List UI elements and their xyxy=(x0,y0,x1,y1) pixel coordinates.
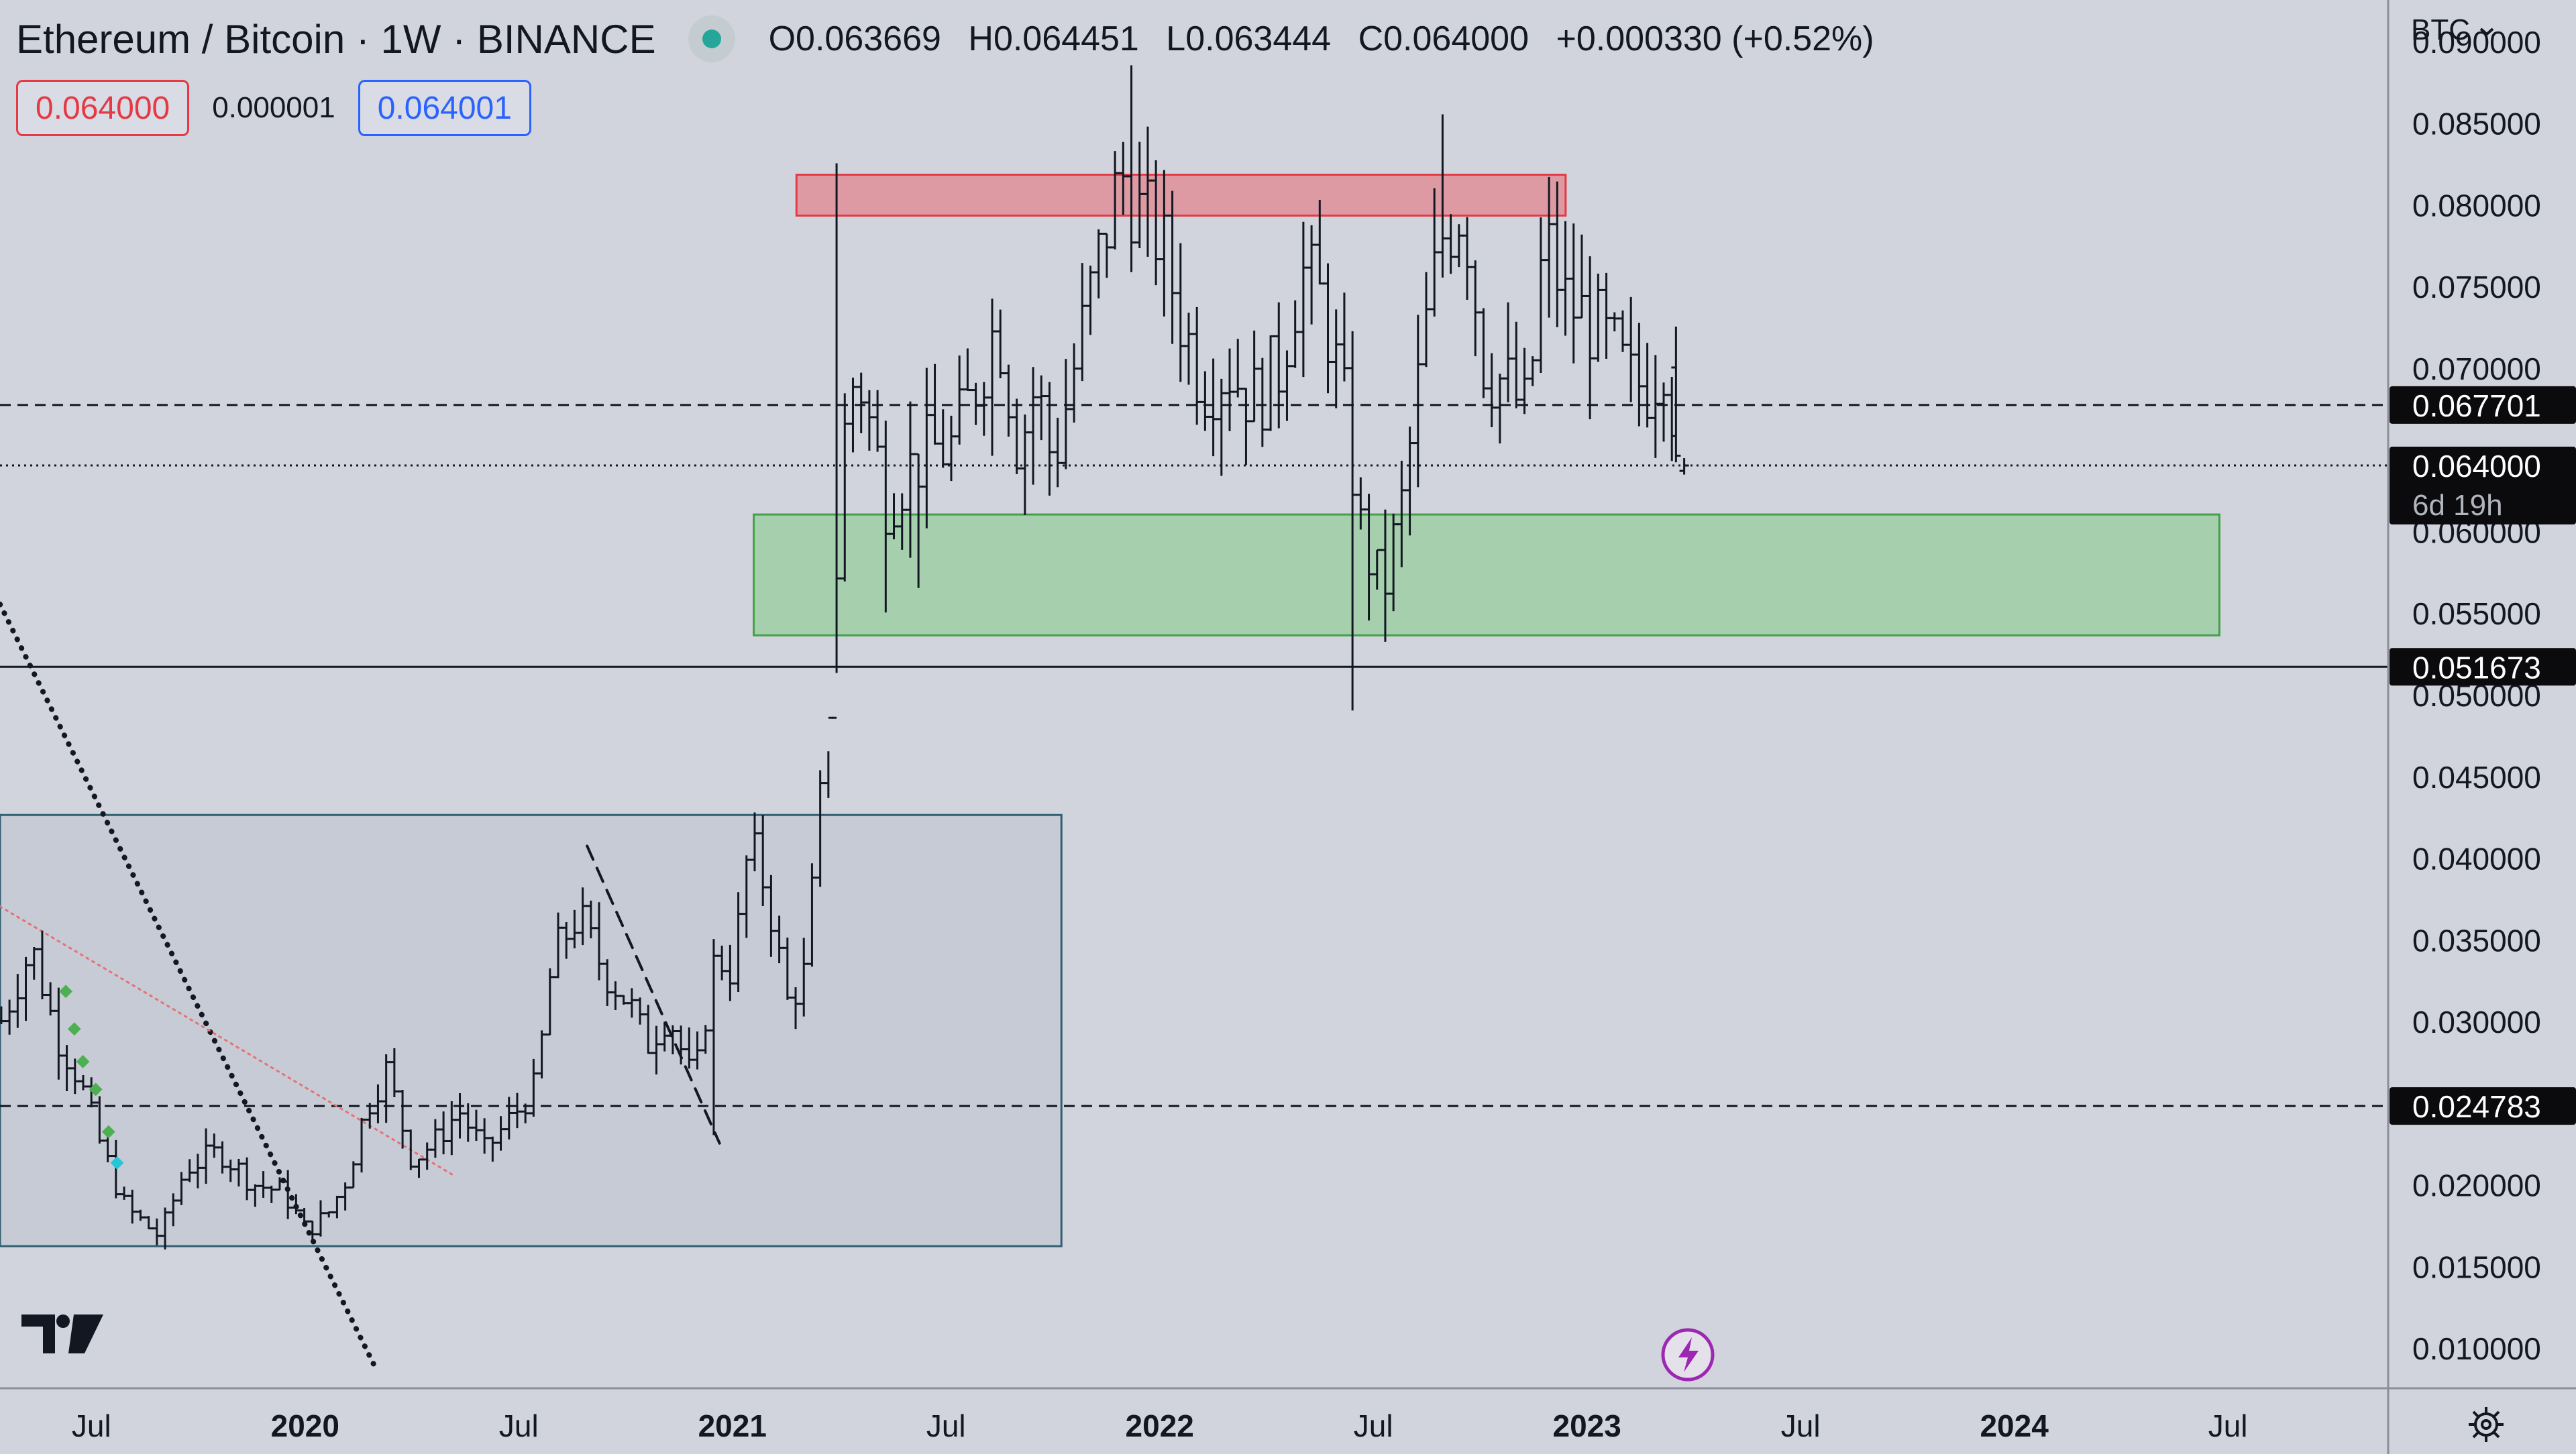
price-badge-value: 0.051673 xyxy=(2412,650,2541,685)
price-badge-bg xyxy=(2390,447,2576,525)
price-tick-label: 0.070000 xyxy=(2412,351,2541,386)
price-tick-label: 0.085000 xyxy=(2412,107,2541,142)
bar-countdown: 6d 19h xyxy=(2412,489,2503,522)
open-value: O0.063669 xyxy=(768,19,941,58)
time-tick-label: Jul xyxy=(1354,1408,1393,1443)
price-tick-label: 0.075000 xyxy=(2412,270,2541,304)
time-tick-label: 2021 xyxy=(698,1408,767,1443)
price-badge-bg xyxy=(2390,1087,2576,1125)
currency-selector[interactable]: BTC xyxy=(2411,13,2496,47)
currency-label: BTC xyxy=(2411,13,2470,46)
time-tick-label: 2023 xyxy=(1553,1408,1621,1443)
high-value: H0.064451 xyxy=(968,19,1139,58)
spread-value: 0.000001 xyxy=(212,91,335,124)
price-tick-label: 0.090000 xyxy=(2412,25,2541,60)
low-value: L0.063444 xyxy=(1166,19,1332,58)
sell-button[interactable]: 0.064000 xyxy=(16,80,190,136)
support-zone xyxy=(753,513,2220,636)
chart-header: Ethereum / Bitcoin · 1W · BINANCE O0.063… xyxy=(16,12,1892,66)
market-status-icon xyxy=(688,15,735,62)
price-tick-label: 0.010000 xyxy=(2412,1331,2541,1366)
price-tick-label: 0.015000 xyxy=(2412,1249,2541,1284)
dashed-downtrend xyxy=(586,844,721,1145)
price-badge-bg xyxy=(2390,386,2576,424)
signal-marker xyxy=(101,1125,115,1139)
change-value: +0.000330 (+0.52%) xyxy=(1556,19,1874,58)
gear-icon[interactable] xyxy=(2466,1404,2506,1445)
price-badge: 0.024783 xyxy=(2390,1087,2576,1125)
time-tick-label: Jul xyxy=(72,1408,111,1443)
time-tick-label: Jul xyxy=(1781,1408,1821,1443)
time-tick-label: 2022 xyxy=(1126,1408,1194,1443)
close-value: C0.064000 xyxy=(1358,19,1529,58)
symbol-title[interactable]: Ethereum / Bitcoin · 1W · BINANCE xyxy=(16,16,656,62)
price-tick-label: 0.020000 xyxy=(2412,1168,2541,1203)
buy-button[interactable]: 0.064001 xyxy=(358,80,531,136)
ohlc-readout: O0.063669 H0.064451 L0.063444 C0.064000 … xyxy=(769,19,1892,59)
ohlc-bar xyxy=(1671,327,1681,463)
signal-marker xyxy=(110,1156,124,1170)
price-badge-value: 0.064000 xyxy=(2412,449,2541,484)
price-tick-label: 0.045000 xyxy=(2412,760,2541,795)
price-badge: 0.067701 xyxy=(2390,386,2576,424)
tradingview-logo-icon[interactable] xyxy=(20,1309,105,1357)
resistance-zone xyxy=(795,174,1567,217)
signal-marker xyxy=(76,1055,90,1068)
time-tick-label: Jul xyxy=(2208,1408,2248,1443)
range-box xyxy=(0,814,1063,1247)
time-tick-label: 2020 xyxy=(271,1408,339,1443)
price-badge-bg xyxy=(2390,648,2576,686)
time-tick-label: Jul xyxy=(926,1408,966,1443)
price-badge-value: 0.067701 xyxy=(2412,388,2541,423)
price-badge-value: 0.024783 xyxy=(2412,1089,2541,1124)
price-tick-label: 0.035000 xyxy=(2412,923,2541,958)
price-tick-label: 0.040000 xyxy=(2412,842,2541,877)
lightning-bolt-icon[interactable] xyxy=(1660,1327,1716,1383)
price-tick-label: 0.030000 xyxy=(2412,1005,2541,1040)
chevron-down-icon xyxy=(2479,27,2494,37)
signal-marker xyxy=(67,1022,81,1036)
price-badge: 0.051673 xyxy=(2390,648,2576,686)
price-tick-label: 0.080000 xyxy=(2412,188,2541,223)
time-tick-label: 2024 xyxy=(1980,1408,2049,1443)
price-badge: 0.064000 6d 19h xyxy=(2390,447,2576,525)
signal-marker xyxy=(59,985,72,999)
signal-marker xyxy=(89,1082,103,1097)
ohlc-bar xyxy=(1679,458,1689,475)
trade-panel: 0.064000 0.000001 0.064001 xyxy=(16,78,531,138)
price-tick-label: 0.055000 xyxy=(2412,596,2541,631)
red-dotted-trend xyxy=(0,905,456,1177)
time-tick-label: Jul xyxy=(499,1408,539,1443)
